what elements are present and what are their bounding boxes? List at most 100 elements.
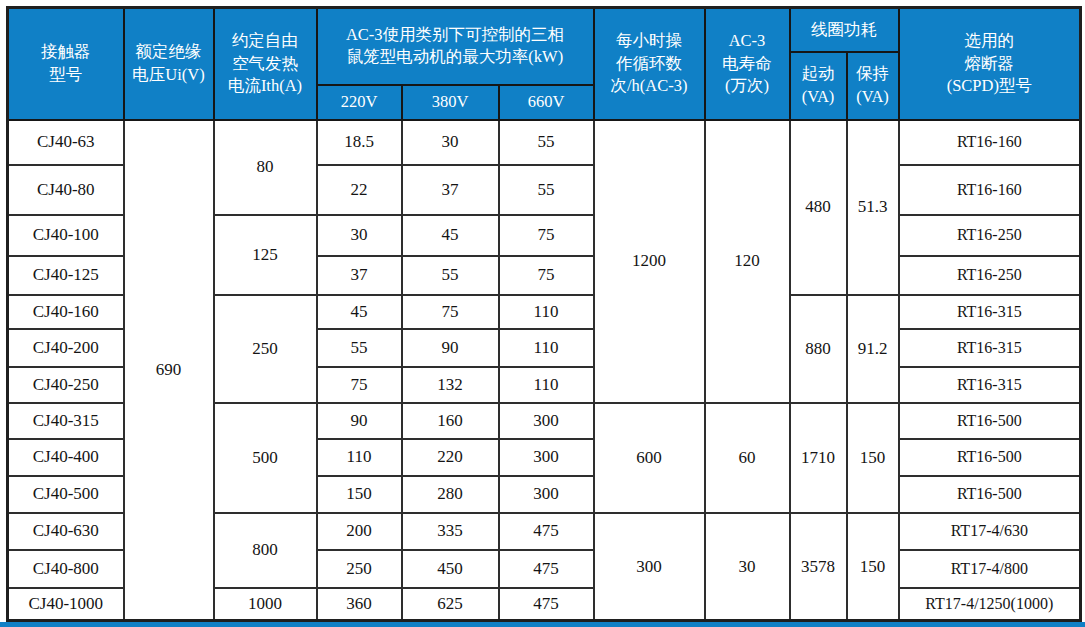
cell-model: CJ40-125 [8,256,124,295]
cell-fuse: RT17-4/800 [899,550,1081,588]
cell-coil-hold: 51.3 [847,120,899,295]
header-model: 接触器 型号 [8,8,124,120]
cell-ith: 250 [214,295,317,403]
cell-ui-voltage: 690 [124,120,214,621]
cell-coil-start: 480 [790,120,847,295]
cell-fuse: RT16-160 [899,165,1081,215]
header-coil-hold: 保持 (VA) [847,52,899,120]
cell-fuse: RT16-500 [899,403,1081,439]
cell-fuse: RT16-250 [899,256,1081,295]
page: 接触器 型号 额定绝缘 电压Ui(V) 约定自由 空气发热 电流Ith(A) A… [0,0,1085,627]
header-380v: 380V [402,85,499,120]
header-220v: 220V [317,85,402,120]
spec-table: 接触器 型号 额定绝缘 电压Ui(V) 约定自由 空气发热 电流Ith(A) A… [6,6,1082,622]
cell-power-220: 150 [317,476,402,513]
header-coil-power-title: 线圈功耗 [790,8,899,52]
cell-power-660: 110 [499,367,594,403]
cell-power-380: 625 [402,588,499,621]
cell-power-380: 450 [402,550,499,588]
cell-power-220: 18.5 [317,120,402,165]
cell-power-220: 55 [317,329,402,367]
cell-ith: 80 [214,120,317,215]
cell-model: CJ40-1000 [8,588,124,621]
cell-model: CJ40-63 [8,120,124,165]
cell-power-380: 30 [402,120,499,165]
bottom-accent-bar [0,622,1085,627]
cell-model: CJ40-315 [8,403,124,439]
cell-power-660: 75 [499,256,594,295]
cell-coil-start: 1710 [790,403,847,513]
cell-model: CJ40-160 [8,295,124,329]
cell-power-220: 110 [317,439,402,476]
cell-cycles: 1200 [594,120,705,403]
cell-coil-hold: 91.2 [847,295,899,403]
cell-fuse: RT16-250 [899,215,1081,256]
cell-fuse: RT16-315 [899,295,1081,329]
cell-fuse: RT16-500 [899,476,1081,513]
cell-model: CJ40-500 [8,476,124,513]
table-row: CJ40-63 690 80 18.5 30 55 1200 120 480 5… [8,120,1081,165]
header-fuse: 选用的 熔断器 (SCPD)型号 [899,8,1081,120]
cell-life: 120 [705,120,790,403]
cell-power-220: 250 [317,550,402,588]
cell-power-380: 280 [402,476,499,513]
cell-power-660: 475 [499,513,594,550]
cell-power-660: 110 [499,295,594,329]
cell-power-380: 160 [402,403,499,439]
cell-fuse: RT16-500 [899,439,1081,476]
cell-power-660: 55 [499,120,594,165]
cell-fuse: RT17-4/630 [899,513,1081,550]
cell-fuse: RT17-4/1250(1000) [899,588,1081,621]
header-electrical-life: AC-3 电寿命 (万次) [705,8,790,120]
cell-power-660: 300 [499,439,594,476]
cell-power-660: 300 [499,403,594,439]
cell-power-380: 37 [402,165,499,215]
header-coil-start: 起动 (VA) [790,52,847,120]
cell-fuse: RT16-315 [899,367,1081,403]
header-insulation-voltage: 额定绝缘 电压Ui(V) [124,8,214,120]
cell-power-380: 132 [402,367,499,403]
cell-model: CJ40-200 [8,329,124,367]
cell-power-220: 30 [317,215,402,256]
cell-ith: 125 [214,215,317,295]
cell-coil-hold: 150 [847,403,899,513]
cell-coil-start: 3578 [790,513,847,621]
header-power-title: AC-3使用类别下可控制的三相 鼠笼型电动机的最大功率(kW) [317,8,594,85]
cell-power-220: 360 [317,588,402,621]
cell-model: CJ40-400 [8,439,124,476]
cell-model: CJ40-250 [8,367,124,403]
cell-power-380: 90 [402,329,499,367]
cell-power-220: 75 [317,367,402,403]
cell-life: 30 [705,513,790,621]
cell-power-380: 335 [402,513,499,550]
cell-power-380: 220 [402,439,499,476]
header-cycles: 每小时操 作循环数 次/h(AC-3) [594,8,705,120]
cell-power-660: 475 [499,550,594,588]
cell-fuse: RT16-315 [899,329,1081,367]
cell-cycles: 300 [594,513,705,621]
cell-model: CJ40-100 [8,215,124,256]
cell-power-660: 475 [499,588,594,621]
cell-power-220: 45 [317,295,402,329]
cell-power-660: 75 [499,215,594,256]
cell-coil-start: 880 [790,295,847,403]
cell-model: CJ40-800 [8,550,124,588]
cell-power-380: 45 [402,215,499,256]
cell-model: CJ40-80 [8,165,124,215]
cell-model: CJ40-630 [8,513,124,550]
cell-ith: 500 [214,403,317,513]
cell-power-380: 55 [402,256,499,295]
cell-power-660: 55 [499,165,594,215]
cell-fuse: RT16-160 [899,120,1081,165]
cell-power-220: 37 [317,256,402,295]
cell-power-220: 90 [317,403,402,439]
cell-power-380: 75 [402,295,499,329]
cell-life: 60 [705,403,790,513]
cell-power-220: 22 [317,165,402,215]
header-660v: 660V [499,85,594,120]
cell-coil-hold: 150 [847,513,899,621]
cell-power-660: 110 [499,329,594,367]
cell-ith: 800 [214,513,317,588]
cell-cycles: 600 [594,403,705,513]
cell-power-660: 300 [499,476,594,513]
